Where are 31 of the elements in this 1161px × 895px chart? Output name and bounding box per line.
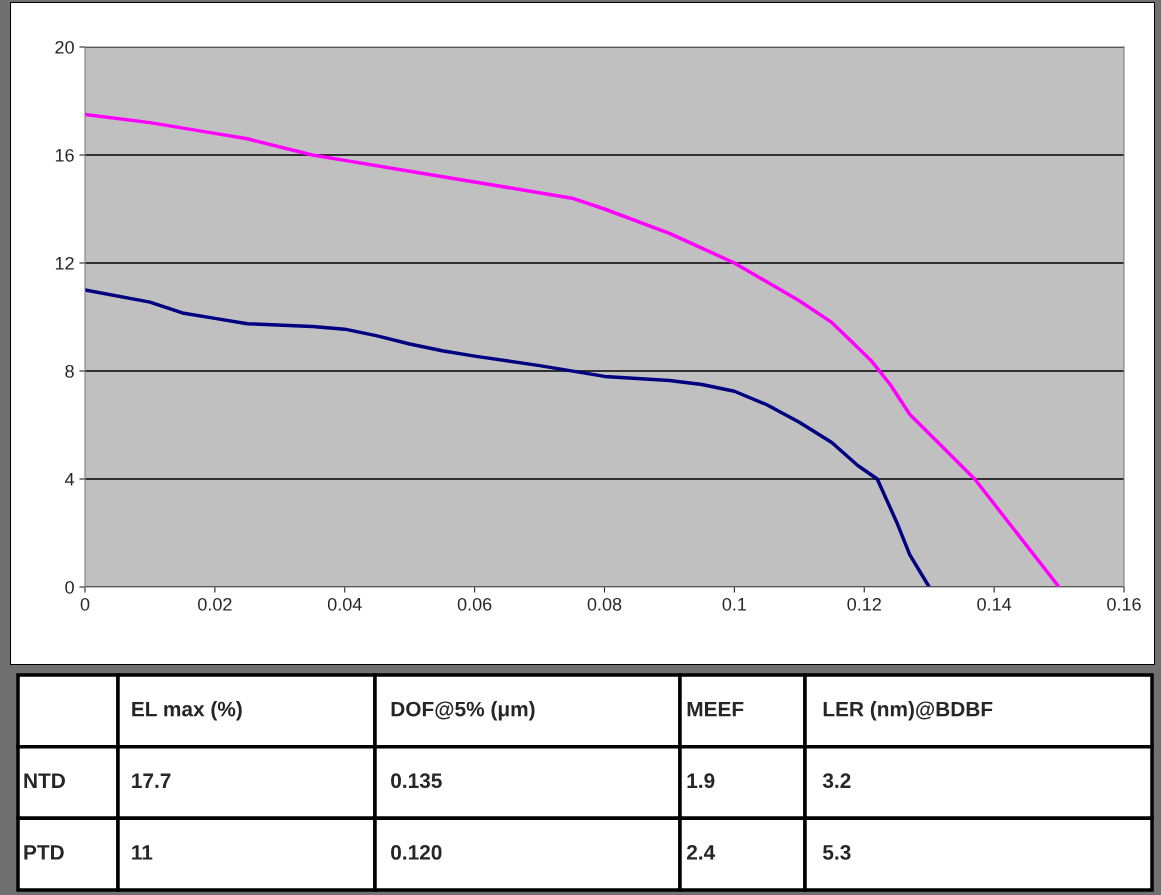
x-tick-label: 0.02 [198,597,232,611]
text: 2.4 [686,845,716,860]
text: 11 [132,845,153,860]
y-tick-label: 0 [65,580,74,594]
y-tick-label: 4 [64,473,75,486]
x-tick-label: 0.1 [722,597,747,611]
text: 0.120 [391,845,442,860]
x-tick-label: 0.16 [1107,597,1141,611]
y-tick-label: 12 [55,256,74,270]
line-series [85,288,931,587]
text: 1.9 [687,773,715,789]
y-tick-label: 8 [65,364,74,378]
category-label: MEEF [687,701,744,717]
text: 17.7 [132,773,171,788]
x-tick-label: 0.08 [587,597,622,611]
x-tick-label: 0.14 [977,597,1012,611]
category-label: PTD [24,845,64,860]
x-tick-label: 0.04 [327,597,362,611]
y-tick-label: 16 [55,148,74,162]
category-label: LER (nm)@BDBF [823,701,993,721]
x-tick-label: 0.12 [847,597,881,611]
y-tick-label: 20 [55,40,74,54]
category-label: NTD [24,773,65,788]
line-series [85,112,1061,587]
x-tick-label: 0.06 [457,597,492,611]
category-label: EL max (%) [132,701,242,721]
x-tick-label: 0 [80,597,90,611]
category-label: DOF@5% (μm) [391,701,535,721]
text: 0.135 [391,773,442,789]
text: 3.2 [822,773,851,789]
text: 5.3 [822,845,851,860]
